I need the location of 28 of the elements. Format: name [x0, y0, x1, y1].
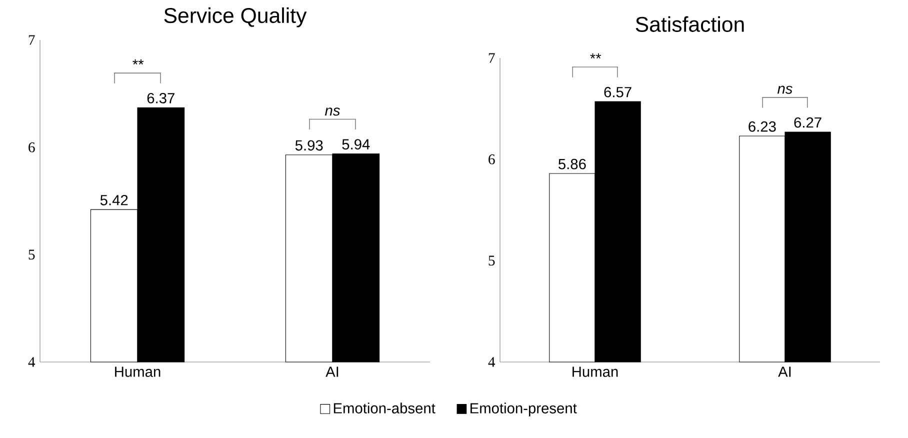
- legend-label: Emotion-absent: [334, 402, 436, 414]
- data-label: 5.94: [342, 139, 370, 150]
- annotation: ns: [325, 108, 340, 116]
- y-tick-label: 7: [28, 35, 35, 45]
- x-tick-label: Human: [572, 366, 618, 377]
- data-label: 5.86: [558, 158, 586, 170]
- annotation: **: [132, 59, 144, 65]
- chart-title: Satisfaction: [636, 16, 744, 32]
- x-tick-label: Human: [115, 366, 160, 377]
- chart-title: Service Quality: [164, 7, 307, 28]
- y-tick-label: 5: [28, 250, 35, 260]
- y-tick-label: 5: [488, 256, 495, 266]
- y-tick-label: 7: [488, 53, 495, 63]
- data-label: 6.37: [147, 92, 174, 104]
- data-label: 6.27: [794, 117, 822, 128]
- y-tick-label: 6: [488, 154, 495, 164]
- data-label: 6.57: [604, 86, 632, 98]
- y-tick-label: 6: [28, 142, 35, 152]
- y-tick-label: 4: [28, 357, 36, 367]
- data-label: 6.23: [748, 121, 776, 132]
- y-tick-label: 4: [488, 357, 496, 367]
- data-label: 5.93: [295, 140, 323, 151]
- annotation: ns: [778, 86, 792, 94]
- x-tick-label: AI: [326, 366, 338, 377]
- data-label: 5.42: [100, 194, 128, 206]
- annotation: **: [590, 53, 602, 58]
- x-tick-label: AI: [778, 366, 791, 377]
- legend-label: Emotion-present: [470, 402, 577, 416]
